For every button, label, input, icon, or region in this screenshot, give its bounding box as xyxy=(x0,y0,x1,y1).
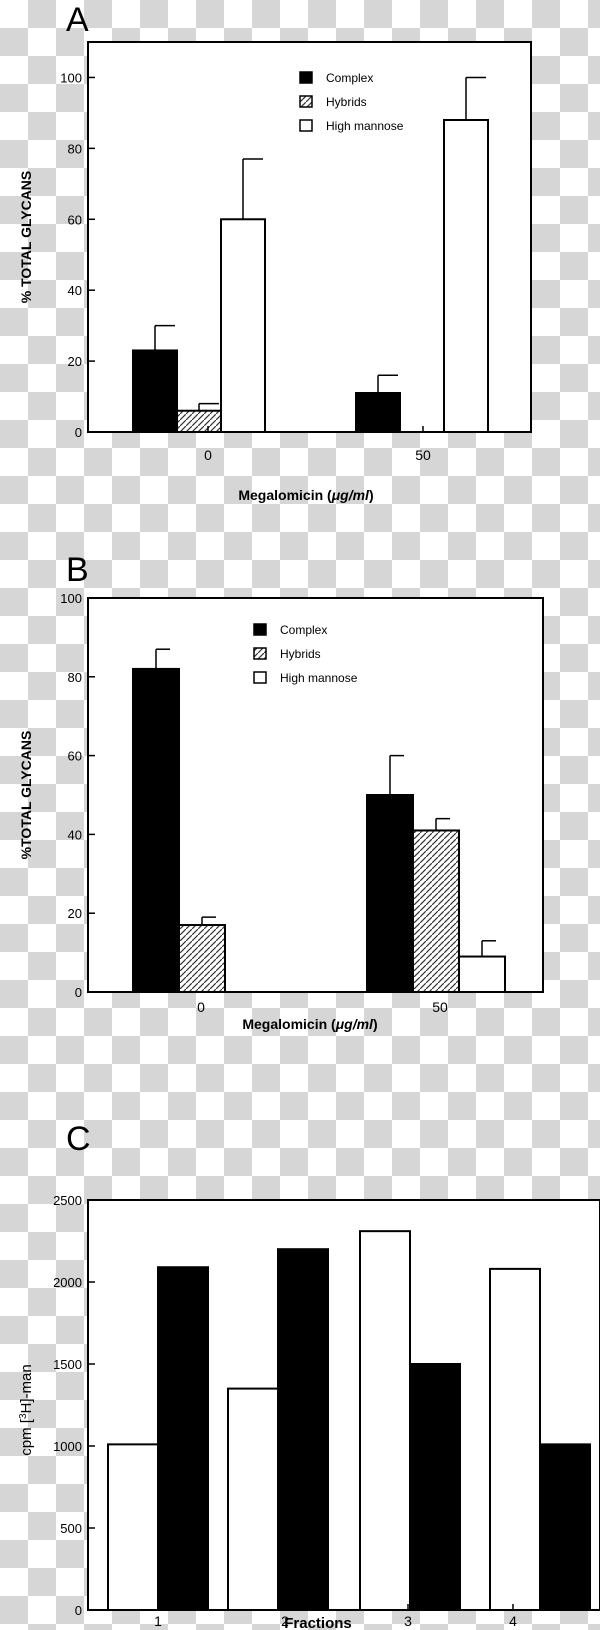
y-tick-label: 2500 xyxy=(53,1193,82,1208)
x-axis-title-b: Megalomicin (μg/ml) xyxy=(242,1016,377,1032)
bar xyxy=(359,1230,411,1611)
y-tick-label: 60 xyxy=(68,212,82,227)
chart-panel-c: C 0 500 1000 1500 2000 2500 1 2 3 4 cpm [3H]-man… xyxy=(18,1120,600,1630)
y-tick-label: 80 xyxy=(68,670,82,685)
bar xyxy=(176,409,222,433)
panel-label-b: B xyxy=(66,551,89,589)
y-tick-label: 100 xyxy=(60,591,82,606)
bar xyxy=(132,349,178,434)
x-category-label: 1 xyxy=(154,1613,162,1629)
y-tick-label: 40 xyxy=(68,283,82,298)
bar xyxy=(458,955,506,994)
x-category-label: 2 xyxy=(281,1613,289,1629)
bar xyxy=(443,119,489,433)
y-tick-label: 60 xyxy=(68,749,82,764)
y-tick-label: 0 xyxy=(75,425,82,440)
x-category-label: 50 xyxy=(415,447,431,463)
bar xyxy=(539,1443,591,1611)
y-tick-label: 40 xyxy=(68,827,82,842)
bar xyxy=(178,924,226,993)
x-category-label: 4 xyxy=(509,1613,517,1629)
y-axis-title-c: cpm [3H]-man xyxy=(18,1364,36,1455)
panel-label-c: C xyxy=(66,1120,91,1158)
x-category-label: 50 xyxy=(432,999,448,1015)
bar xyxy=(220,218,266,433)
y-tick-label: 1000 xyxy=(53,1439,82,1454)
y-tick-label: 100 xyxy=(60,70,82,85)
y-tick-label: 0 xyxy=(75,1603,82,1618)
bar xyxy=(157,1266,209,1612)
bar xyxy=(355,392,401,433)
legend-entry: High mannose xyxy=(280,671,358,685)
y-tick-label: 500 xyxy=(60,1521,82,1536)
legend-entry: Complex xyxy=(326,71,373,85)
y-tick-label: 2000 xyxy=(53,1275,82,1290)
x-category-label: 3 xyxy=(404,1613,412,1629)
chart-panel-b: B 0 20 40 60 80 100 0 50 Complex Hybrids High ma… xyxy=(18,551,544,1032)
panel-label-a: A xyxy=(66,1,89,39)
bar xyxy=(366,794,414,993)
legend-entry: Hybrids xyxy=(280,647,321,661)
x-axis-title-c: Fractions xyxy=(284,1615,352,1630)
legend-swatch xyxy=(253,647,267,660)
legend-swatch xyxy=(253,623,267,636)
y-tick-label: 20 xyxy=(68,906,82,921)
y-tick-label: 1500 xyxy=(53,1357,82,1372)
y-axis-title-b: %TOTAL GLYCANS xyxy=(18,731,34,860)
legend-swatch xyxy=(253,671,267,684)
legend-entry: Complex xyxy=(280,623,327,637)
bar xyxy=(277,1248,329,1611)
bar xyxy=(412,829,460,993)
x-axis-title-a: Megalomicin (μg/ml) xyxy=(238,487,373,503)
x-category-label: 0 xyxy=(197,999,205,1015)
legend-entry: Hybrids xyxy=(326,95,367,109)
legend-swatch xyxy=(299,71,313,84)
bar xyxy=(107,1443,159,1611)
y-tick-label: 20 xyxy=(68,354,82,369)
bar xyxy=(489,1267,541,1611)
y-tick-label: 80 xyxy=(68,141,82,156)
y-axis-title-a: % TOTAL GLYCANS xyxy=(18,171,34,304)
legend-swatch xyxy=(299,95,313,108)
y-tick-label: 0 xyxy=(75,985,82,1000)
chart-panel-a: A 0 20 40 60 80 100 0 50 Complex Hybrids High ma… xyxy=(18,1,532,503)
bar xyxy=(227,1387,279,1611)
bar xyxy=(409,1363,461,1611)
legend-entry: High mannose xyxy=(326,119,404,133)
x-category-label: 0 xyxy=(204,447,212,463)
bar xyxy=(132,667,180,993)
legend-swatch xyxy=(299,119,313,132)
